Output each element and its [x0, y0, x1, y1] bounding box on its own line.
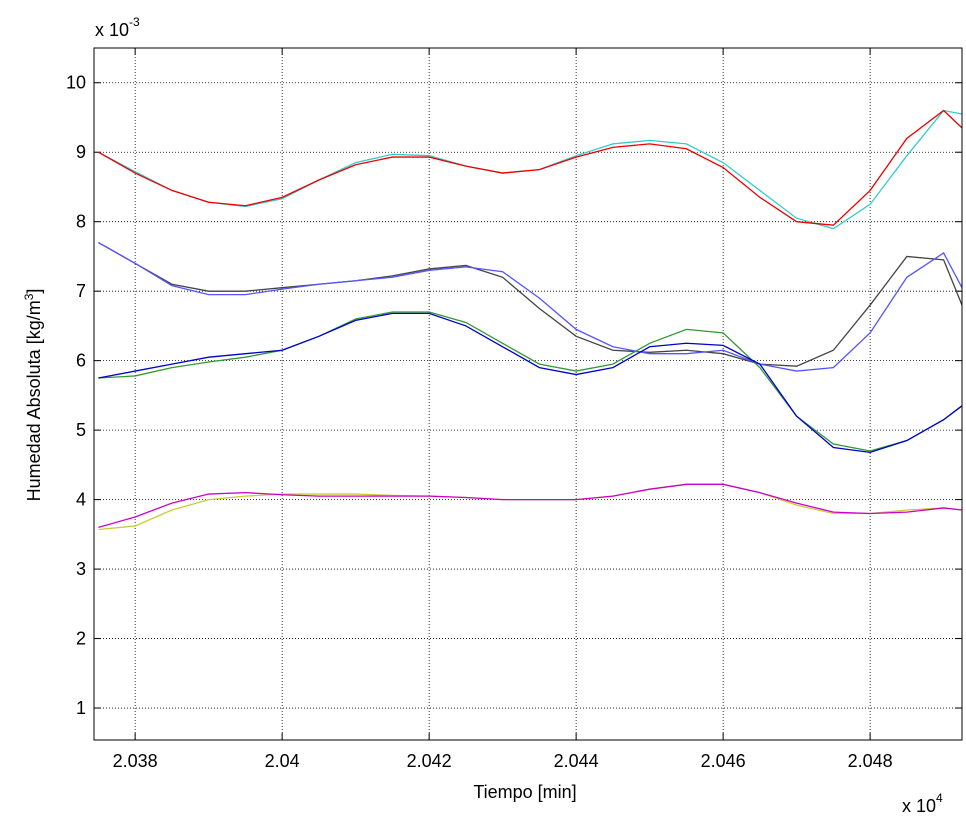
data-line	[98, 311, 963, 452]
plot-frame	[93, 47, 963, 741]
y-axis-label: Humedad Absoluta [kg/m3]	[22, 289, 44, 502]
y-tick-label: 9	[76, 142, 86, 162]
data-line	[98, 109, 963, 226]
x-multiplier-exp: 4	[936, 791, 943, 805]
x-tick-label: 2.04	[265, 751, 300, 771]
y-tick-label: 3	[76, 559, 86, 579]
data-line	[98, 312, 963, 454]
y-label-text: Humedad Absoluta [kg/m	[24, 300, 44, 501]
y-tick-label: 8	[76, 212, 86, 232]
y-multiplier-base: x 10	[95, 20, 129, 40]
x-tick-label: 2.046	[701, 751, 746, 771]
y-tick-label: 5	[76, 420, 86, 440]
y-tick-label: 6	[76, 351, 86, 371]
x-tick-label: 2.038	[113, 751, 158, 771]
y-tick-label: 10	[66, 73, 86, 93]
x-multiplier: x 104	[902, 791, 943, 816]
y-multiplier: x 10-3	[95, 15, 140, 40]
x-tick-label: 2.042	[407, 751, 452, 771]
x-tick-label: 2.044	[554, 751, 599, 771]
data-line	[98, 241, 963, 372]
y-tick-label: 1	[76, 698, 86, 718]
y-label-suffix: ]	[24, 289, 44, 294]
y-multiplier-exp: -3	[129, 15, 140, 29]
y-tick-label: 7	[76, 281, 86, 301]
x-axis-label: Tiempo [min]	[473, 782, 576, 802]
y-label-sup: 3	[22, 293, 36, 300]
data-line	[98, 483, 963, 529]
data-line	[98, 241, 963, 367]
y-tick-label: 2	[76, 629, 86, 649]
x-tick-label: 2.048	[848, 751, 893, 771]
x-multiplier-base: x 10	[902, 796, 936, 816]
y-tick-label: 4	[76, 490, 86, 510]
